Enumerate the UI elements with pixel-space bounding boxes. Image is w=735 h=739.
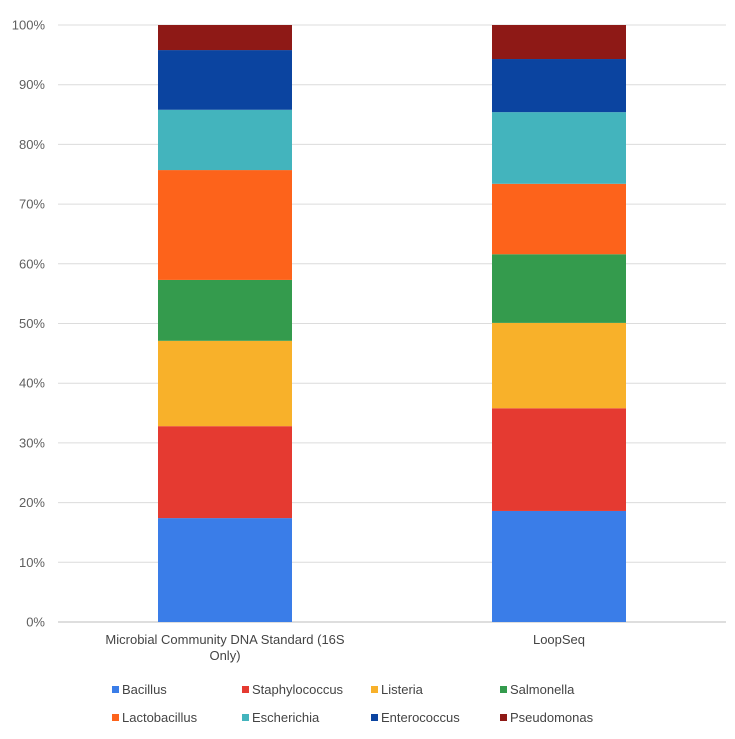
bar-segment-staphylococcus [158,426,292,519]
bar-segment-listeria [158,340,292,427]
y-tick-label: 90% [19,77,45,92]
bar-segment-bacillus [492,510,626,622]
legend-item-escherichia: Escherichia [242,710,320,725]
y-tick-label: 30% [19,435,45,450]
legend-swatch [371,714,378,721]
y-tick-label: 0% [26,615,45,630]
legend-label: Salmonella [510,682,575,697]
legend-label: Enterococcus [381,710,460,725]
bar-segment-listeria [492,322,626,409]
legend-item-pseudomonas: Pseudomonas [500,710,594,725]
bar-segment-escherichia [492,112,626,184]
legend-label: Bacillus [122,682,167,697]
legend-swatch [112,714,119,721]
y-axis-ticks: 0% 10% 20% 30% 40% 50% 60% 70% 80% 90% 100% [12,18,46,630]
bar-stack [492,25,626,622]
legend-swatch [500,686,507,693]
bar-segment-enterococcus [158,50,292,110]
legend-label: Pseudomonas [510,710,594,725]
legend-swatch [500,714,507,721]
x-category-label: Microbial Community DNA Standard (16S [105,632,344,647]
y-tick-label: 50% [19,316,45,331]
x-category-label: LoopSeq [533,632,585,647]
legend-swatch [242,714,249,721]
x-axis-categories: Microbial Community DNA Standard (16SOnl… [105,632,585,663]
legend-swatch [242,686,249,693]
y-tick-label: 80% [19,137,45,152]
legend-label: Listeria [381,682,424,697]
bars [158,25,626,622]
y-tick-label: 70% [19,197,45,212]
bar-segment-lactobacillus [492,183,626,255]
legend-item-enterococcus: Enterococcus [371,710,460,725]
bar-stack [158,25,292,622]
bar-segment-staphylococcus [492,408,626,511]
legend-item-bacillus: Bacillus [112,682,167,697]
legend-item-lactobacillus: Lactobacillus [112,710,198,725]
y-tick-label: 100% [12,18,46,33]
bar-segment-salmonella [492,254,626,323]
bar-segment-escherichia [158,109,292,171]
legend-label: Escherichia [252,710,320,725]
y-tick-label: 10% [19,555,45,570]
y-tick-label: 40% [19,376,45,391]
legend-swatch [112,686,119,693]
bar-segment-lactobacillus [158,170,292,280]
x-category-label: Only) [209,648,240,663]
legend-swatch [371,686,378,693]
bar-segment-pseudomonas [158,25,292,51]
legend: Bacillus Staphylococcus Listeria Salmonella… [112,682,594,725]
y-tick-label: 60% [19,256,45,271]
legend-label: Staphylococcus [252,682,344,697]
bar-segment-bacillus [158,518,292,622]
bar-segment-pseudomonas [492,25,626,60]
bar-segment-salmonella [158,279,292,341]
legend-item-listeria: Listeria [371,682,424,697]
legend-label: Lactobacillus [122,710,198,725]
legend-item-staphylococcus: Staphylococcus [242,682,344,697]
legend-item-salmonella: Salmonella [500,682,575,697]
y-tick-label: 20% [19,495,45,510]
bar-segment-enterococcus [492,59,626,113]
